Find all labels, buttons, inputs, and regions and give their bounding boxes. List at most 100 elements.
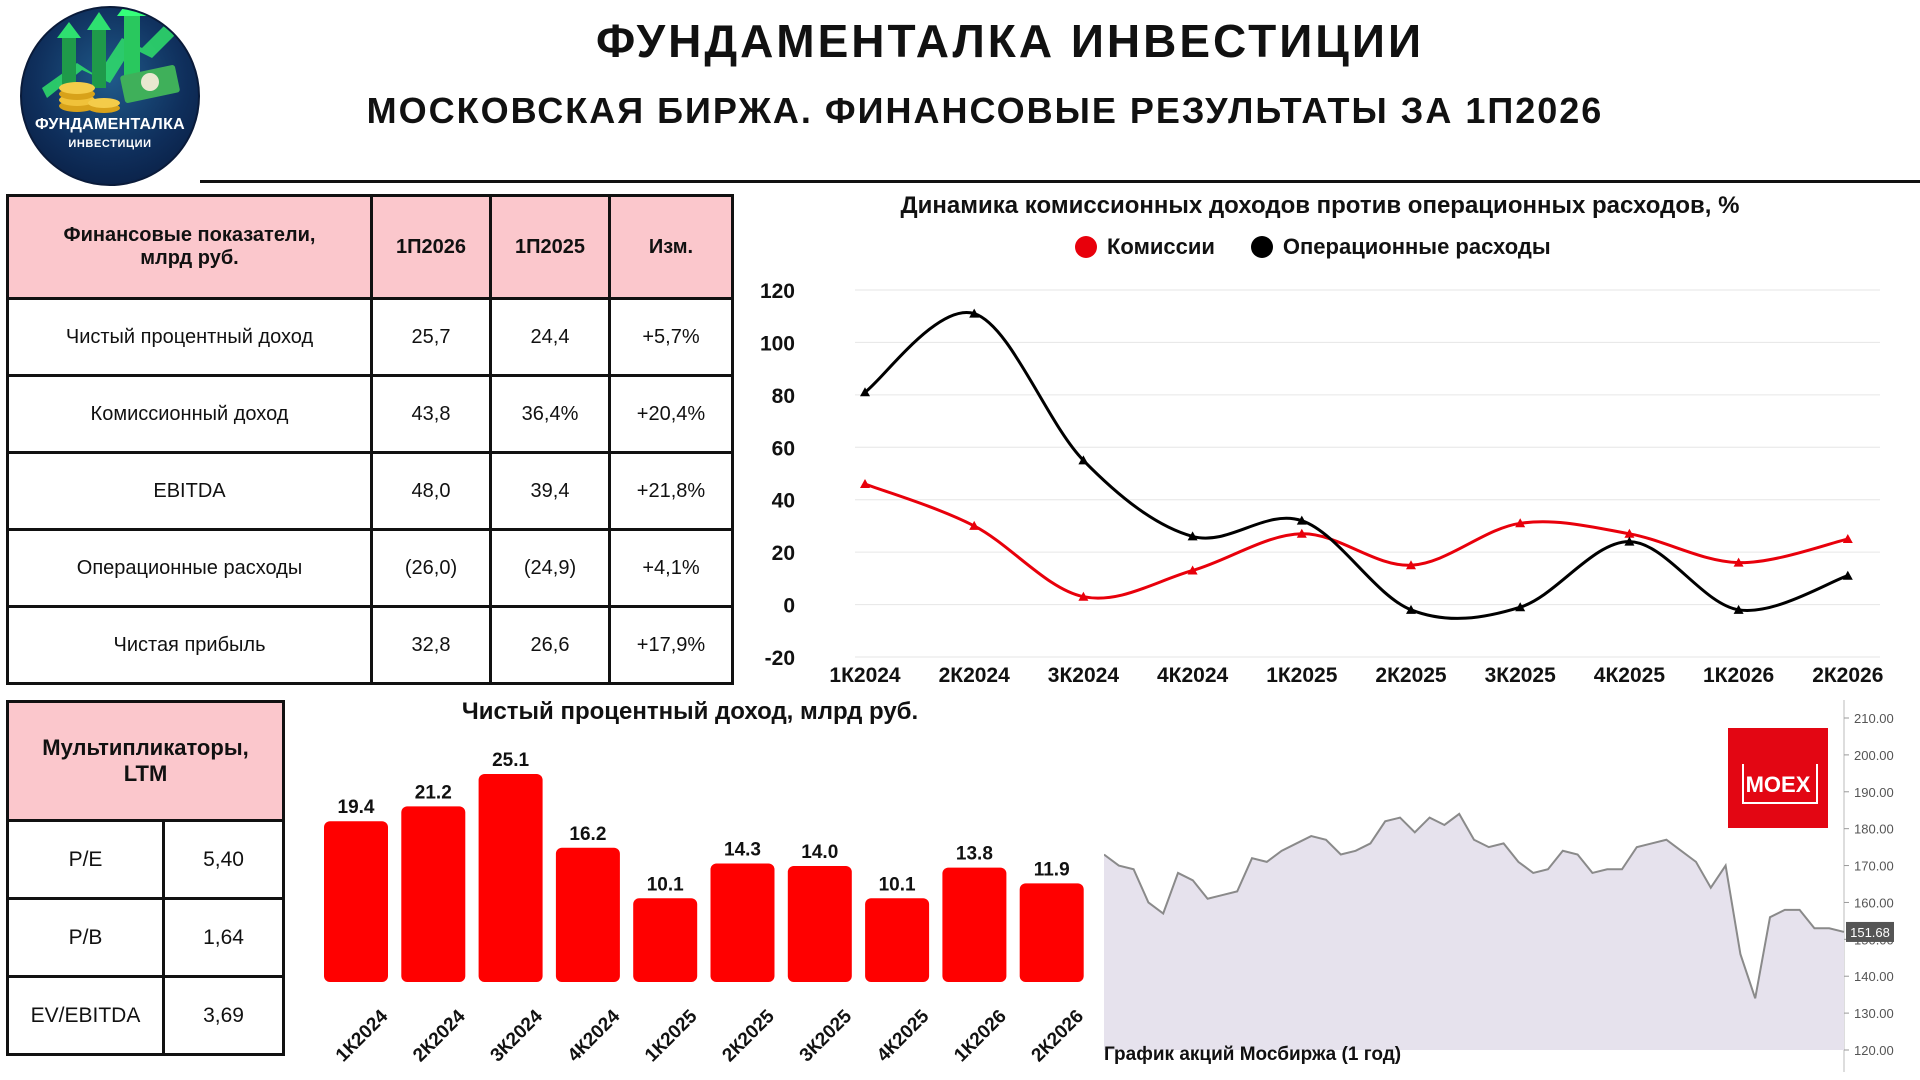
- logo-text-sub: ИНВЕСТИЦИИ: [68, 138, 152, 150]
- value-1p2026: 43,8: [370, 374, 492, 454]
- price-tick-label: 130.00: [1854, 1006, 1894, 1021]
- x-tick-label: 1К2024: [332, 1006, 393, 1067]
- x-tick-label: 3К2024: [487, 1006, 548, 1067]
- series-line-commissions: [864, 482, 1849, 600]
- x-tick-label: 1К2025: [641, 1006, 702, 1067]
- moex-logo: MOEX: [1728, 728, 1828, 828]
- value-change: +21,8%: [608, 451, 734, 531]
- bar-value-label: 25.1: [492, 750, 529, 771]
- point-opex: [1515, 602, 1526, 612]
- bar: [555, 847, 620, 982]
- bar-chart: 19.4 1К2024 21.2 2К2024 25.1 3К2024 16.2 4К2024…: [324, 750, 1088, 1067]
- y-tick-label: -20: [765, 647, 795, 670]
- moex-logo-frame: [1742, 764, 1818, 804]
- table-row: P/E 5,40: [6, 819, 285, 900]
- point-opex: [1296, 515, 1307, 525]
- bar: [787, 865, 852, 982]
- bar: [865, 898, 930, 982]
- multiples-header-row: Мультипликаторы, LTM: [6, 700, 285, 822]
- bar-value-label: 11.9: [1034, 859, 1070, 880]
- x-tick-label: 4К2025: [1594, 664, 1666, 687]
- table-row: Комиссионный доход 43,8 36,4% +20,4%: [6, 374, 734, 454]
- point-opex: [1406, 604, 1416, 614]
- point-commissions: [1187, 565, 1198, 575]
- price-tick-label: 200.00: [1854, 748, 1894, 763]
- line-chart-title: Динамика комиссионных доходов против опе…: [900, 192, 1740, 219]
- series-line-opex: [864, 310, 1849, 620]
- value-1p2025: 24,4: [489, 297, 611, 377]
- multiple-name: EV/EBITDA: [6, 975, 165, 1056]
- multiples-header: Мультипликаторы, LTM: [6, 700, 285, 822]
- multiple-name: P/E: [6, 819, 165, 900]
- point-commissions: [1406, 560, 1416, 570]
- metric-name: Комиссионный доход: [6, 374, 373, 454]
- bar-value-label: 21.2: [415, 782, 452, 803]
- point-commissions: [969, 520, 980, 530]
- bar-value-label: 10.1: [879, 874, 916, 895]
- multiple-name: P/B: [6, 897, 165, 978]
- bar: [710, 863, 775, 982]
- x-tick-label: 2К2026: [1028, 1006, 1088, 1066]
- bar: [478, 774, 543, 982]
- legend-marker-opex: [1250, 236, 1273, 258]
- x-tick-label: 4К2024: [1157, 664, 1229, 687]
- point-commissions: [1515, 518, 1526, 528]
- legend-label-commissions: Комиссии: [1107, 234, 1215, 259]
- value-change: +20,4%: [608, 374, 734, 454]
- x-tick-label: 2К2024: [409, 1006, 470, 1067]
- value-1p2026: 25,7: [370, 297, 492, 377]
- table-row: EV/EBITDA 3,69: [6, 975, 285, 1056]
- point-opex: [1842, 570, 1853, 580]
- x-tick-label: 1К2025: [1266, 664, 1338, 687]
- bar-chart-title: Чистый процентный доход, млрд руб.: [461, 698, 919, 725]
- last-price-badge: [1846, 921, 1894, 942]
- x-tick-label: 2К2024: [939, 664, 1011, 687]
- moex-logo-text: MOEX: [1745, 772, 1811, 797]
- point-opex: [969, 308, 980, 318]
- last-price-label: 151.68: [1850, 925, 1890, 940]
- x-tick-label: 1К2026: [950, 1006, 1010, 1066]
- financials-header-metric: Финансовые показатели, млрд руб.: [6, 194, 373, 300]
- point-opex: [1624, 536, 1635, 546]
- legend-item-opex: Операционные расходы: [1250, 234, 1551, 260]
- value-change: +4,1%: [608, 528, 734, 608]
- table-row: P/B 1,64: [6, 897, 285, 978]
- y-tick-label: 60: [772, 437, 795, 460]
- bar-value-label: 14.0: [801, 842, 838, 863]
- point-commissions: [1624, 528, 1635, 538]
- multiple-value: 5,40: [162, 819, 285, 900]
- value-1p2026: 48,0: [370, 451, 492, 531]
- y-tick-label: 80: [772, 385, 795, 408]
- multiples-table: Мультипликаторы, LTM P/E 5,40 P/B 1,64 E…: [6, 700, 285, 1056]
- x-tick-label: 1К2024: [829, 664, 901, 687]
- y-tick-label: 0: [783, 595, 795, 618]
- value-1p2026: 32,8: [370, 605, 492, 685]
- x-tick-label: 2К2026: [1812, 664, 1883, 687]
- value-1p2026: (26,0): [370, 528, 492, 608]
- point-commissions: [1078, 591, 1089, 601]
- point-opex: [1078, 455, 1089, 465]
- x-tick-label: 3К2024: [1048, 664, 1120, 687]
- bar: [324, 821, 388, 982]
- price-tick-label: 180.00: [1854, 822, 1894, 837]
- value-change: +17,9%: [608, 605, 734, 685]
- value-1p2025: 26,6: [489, 605, 611, 685]
- line-chart-legend: Комиссии Операционные расходы: [1075, 234, 1587, 260]
- value-1p2025: (24,9): [489, 528, 611, 608]
- metric-name: EBITDA: [6, 451, 373, 531]
- x-tick-label: 3К2025: [1485, 664, 1557, 687]
- bar: [401, 806, 466, 982]
- financials-header-1p2025: 1П2025: [489, 194, 611, 300]
- bar: [1019, 883, 1084, 982]
- price-tick-label: 210.00: [1854, 711, 1894, 726]
- x-tick-label: 3К2025: [796, 1006, 857, 1067]
- multiple-value: 3,69: [162, 975, 285, 1056]
- point-opex: [1733, 604, 1744, 614]
- metric-name: Чистый процентный доход: [6, 297, 373, 377]
- bar: [942, 867, 1007, 982]
- table-row: Чистая прибыль 32,8 26,6 +17,9%: [6, 605, 734, 685]
- financials-table: Финансовые показатели, млрд руб. 1П2026 …: [6, 194, 734, 685]
- stock-price-line: [1104, 812, 1845, 999]
- price-tick-label: 190.00: [1854, 785, 1894, 800]
- point-commissions: [1296, 528, 1307, 538]
